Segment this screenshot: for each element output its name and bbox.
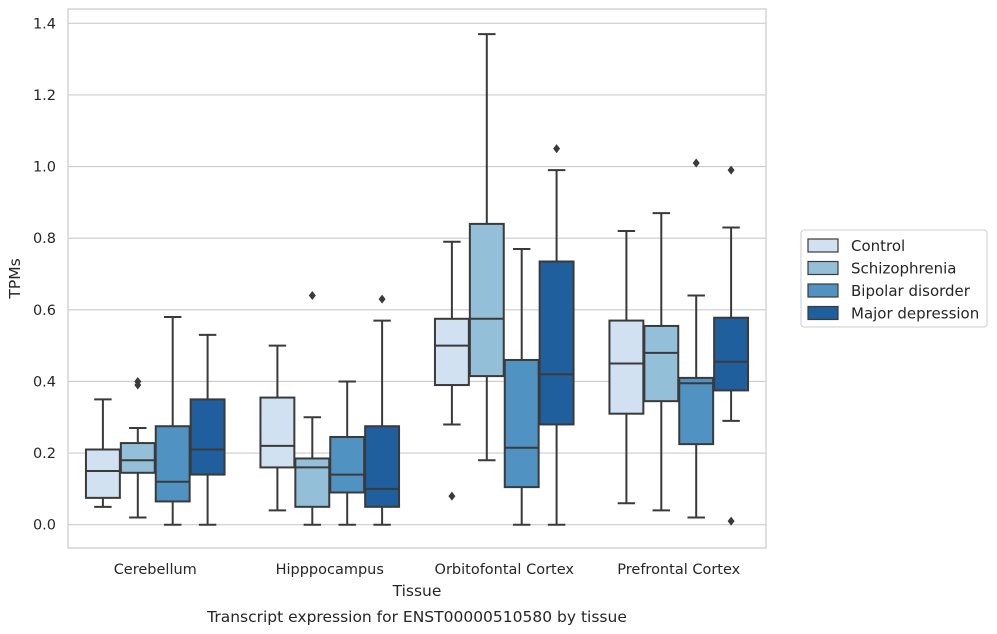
box-schizophrenia xyxy=(119,376,156,519)
box-body xyxy=(154,425,191,503)
box-body xyxy=(503,358,540,489)
y-tick-label: 0.0 xyxy=(33,518,56,534)
outlier-point xyxy=(692,158,700,168)
box-control xyxy=(608,230,645,505)
x-tick-label: Orbitofontal Cortex xyxy=(435,562,575,578)
box-control xyxy=(433,240,470,501)
box-body xyxy=(433,317,470,387)
plot-frame xyxy=(67,8,767,549)
y-tick-label: 0.4 xyxy=(33,374,56,390)
box-body xyxy=(259,396,296,469)
outlier-point xyxy=(378,294,386,304)
x-tick-label: Hipppocampus xyxy=(276,562,384,578)
box-body xyxy=(329,435,366,494)
y-tick-labels: 0.0 0.2 0.4 0.6 0.8 1.0 1.2 1.4 xyxy=(33,16,56,533)
x-axis-label: Tissue xyxy=(392,582,442,600)
legend-swatch xyxy=(807,283,839,298)
legend-label: Major depression xyxy=(851,305,979,323)
box-control xyxy=(84,398,121,508)
box-body xyxy=(468,222,505,378)
outlier-point xyxy=(727,165,735,175)
box-major-depression xyxy=(189,333,226,526)
outlier-point xyxy=(134,376,142,386)
legend-swatch xyxy=(807,238,839,253)
x-tick-label: Cerebellum xyxy=(114,562,197,578)
legend: Control Schizophrenia Bipolar disorder Majo… xyxy=(800,229,988,328)
box-body xyxy=(608,319,645,415)
box-body xyxy=(189,398,226,476)
box-bipolar-disorder xyxy=(678,158,715,519)
y-axis-label: TPMs xyxy=(6,258,24,299)
box-bipolar-disorder xyxy=(503,247,540,526)
box-body xyxy=(84,448,121,499)
box-schizophrenia xyxy=(294,291,331,526)
box-bipolar-disorder xyxy=(154,316,191,526)
outlier-point xyxy=(448,491,456,501)
box-schizophrenia xyxy=(643,212,680,512)
legend-swatch xyxy=(807,305,839,321)
box-major-depression xyxy=(713,165,750,526)
legend-frame xyxy=(800,229,988,328)
outlier-point xyxy=(727,516,735,526)
y-tick-label: 1.0 xyxy=(33,160,56,176)
box-bipolar-disorder xyxy=(329,380,366,526)
box-schizophrenia xyxy=(468,33,505,462)
y-tick-label: 0.2 xyxy=(33,446,56,462)
x-tick-label: Prefrontal Cortex xyxy=(617,562,740,578)
box-major-depression xyxy=(364,294,401,526)
chart-caption: Transcript expression for ENST0000051058… xyxy=(206,608,627,626)
outlier-point xyxy=(553,144,561,154)
y-tick-label: 0.8 xyxy=(33,231,56,247)
x-tick-labels: Cerebellum Hipppocampus Orbitofontal Corte… xyxy=(114,562,741,578)
legend-label: Schizophrenia xyxy=(851,260,956,278)
box-body xyxy=(119,442,156,474)
box-control xyxy=(259,344,296,512)
box-body xyxy=(538,260,575,426)
box-major-depression xyxy=(538,144,575,526)
box-body xyxy=(713,316,750,392)
legend-label: Control xyxy=(851,237,905,255)
y-tick-label: 1.4 xyxy=(33,16,56,32)
legend-swatch xyxy=(807,260,839,276)
box-body xyxy=(294,457,331,508)
box-body xyxy=(678,376,715,446)
y-tick-label: 0.6 xyxy=(33,303,56,319)
boxes xyxy=(84,33,750,526)
y-tick-label: 1.2 xyxy=(33,88,56,104)
box-body xyxy=(643,324,680,403)
outlier-point xyxy=(308,291,316,301)
legend-label: Bipolar disorder xyxy=(851,282,971,300)
box-body xyxy=(364,425,401,508)
